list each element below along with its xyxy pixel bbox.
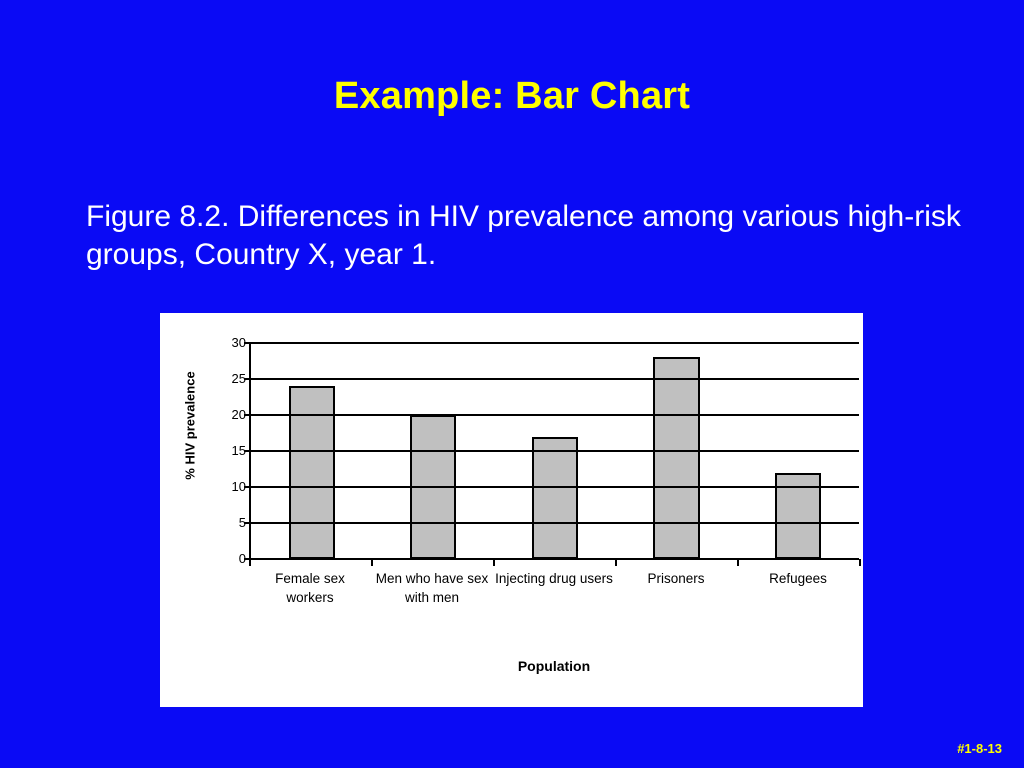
x-axis-category-label: Men who have sex with men [375, 571, 489, 605]
y-axis-tickmark [244, 450, 251, 452]
y-axis-tickmark [244, 342, 251, 344]
slide-number: #1-8-13 [957, 741, 1002, 756]
chart-panel: % HIV prevalence 30 25 20 15 10 5 0 Female sex… [160, 313, 863, 707]
y-axis-tickmark [244, 522, 251, 524]
y-axis-tickmark [244, 414, 251, 416]
gridline [251, 378, 859, 380]
x-axis-tickmark [615, 559, 617, 566]
x-axis-category-label: Prisoners [647, 571, 705, 586]
x-axis-category-label: Female sex workers [275, 571, 345, 605]
y-axis-tick-label: 30 [231, 335, 246, 350]
bar-slot [616, 343, 738, 559]
y-axis-tick-label: 0 [238, 551, 246, 566]
figure-caption: Figure 8.2. Differences in HIV prevalenc… [86, 200, 961, 271]
gridline [251, 342, 859, 344]
x-axis-category-label: Refugees [769, 571, 827, 586]
bar[interactable] [653, 357, 700, 559]
x-axis-tickmark [859, 559, 861, 566]
page-title: Example: Bar Chart [333, 75, 691, 117]
x-axis-line [251, 558, 859, 560]
x-axis-category-label: Injecting drug users [495, 571, 613, 586]
y-axis-tick-label: 5 [238, 515, 246, 530]
y-axis-tickmark [244, 486, 251, 488]
x-axis-title: Population [517, 658, 591, 674]
x-axis-tickmark [249, 559, 251, 566]
y-axis-tick-label: 15 [231, 443, 246, 458]
bar[interactable] [531, 436, 579, 559]
bar-slot [494, 343, 616, 559]
gridline [251, 486, 859, 488]
x-axis-tickmarks [249, 559, 861, 566]
x-axis-tickmark [371, 559, 373, 566]
y-axis-tick-labels: 30 25 20 15 10 5 0 [190, 336, 246, 565]
plot-area [244, 342, 859, 560]
y-axis-tick-label: 10 [231, 479, 246, 494]
x-axis-tickmark [737, 559, 739, 566]
y-axis-tick-label: 25 [231, 371, 246, 386]
gridline [251, 414, 859, 416]
bar[interactable] [288, 386, 335, 559]
y-axis-tickmark [244, 558, 251, 560]
x-axis-tickmark [493, 559, 495, 566]
y-axis-tick-label: 20 [231, 407, 246, 422]
gridline [251, 450, 859, 452]
gridline [251, 522, 859, 524]
x-axis-category-labels: Female sex workers Men who have sex with … [249, 569, 859, 607]
y-axis-tickmark [244, 378, 251, 380]
